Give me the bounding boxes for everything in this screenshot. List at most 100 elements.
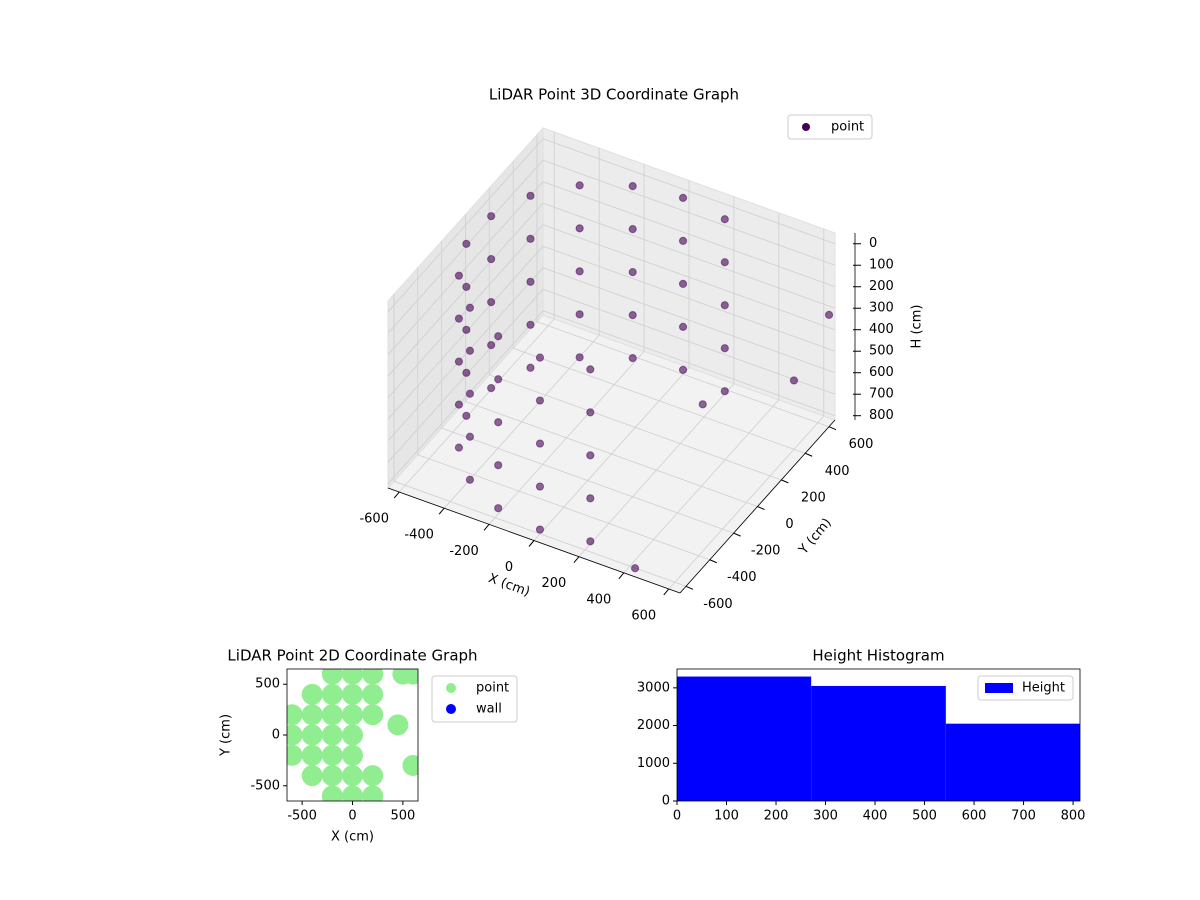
x-tick-label: 100	[714, 809, 739, 824]
tick-mark	[733, 532, 741, 537]
data-point	[586, 365, 595, 374]
data-point	[586, 408, 595, 417]
data-point	[321, 669, 343, 685]
legend-label: wall	[476, 702, 502, 717]
data-point	[321, 765, 343, 787]
x-tick-label: -400	[404, 528, 434, 543]
data-point	[720, 344, 729, 353]
z-tick-label: 500	[869, 344, 894, 359]
y-tick-label: 200	[801, 490, 826, 505]
plot-area	[287, 669, 418, 801]
x-tick-label: -500	[287, 809, 317, 824]
data-point	[789, 376, 799, 385]
data-point	[535, 396, 545, 405]
tick-mark	[781, 479, 789, 484]
tick-mark	[618, 572, 625, 580]
x-tick-label: 0	[348, 809, 356, 824]
data-point	[628, 268, 637, 277]
data-point	[362, 785, 384, 801]
data-point	[462, 282, 471, 291]
data-point	[321, 744, 343, 766]
data-point	[720, 387, 729, 396]
tick-mark	[393, 491, 400, 499]
x-tick-label: 800	[1061, 809, 1086, 824]
tick-mark	[804, 452, 813, 457]
data-point	[321, 724, 343, 746]
data-point	[342, 669, 363, 685]
data-point	[678, 193, 688, 203]
data-point	[698, 400, 707, 409]
tick-mark	[438, 507, 445, 515]
data-point	[454, 400, 464, 409]
data-point	[342, 744, 363, 766]
data-point	[362, 704, 384, 726]
x-axis-label: X (cm)	[486, 571, 532, 600]
data-point	[301, 704, 323, 726]
x-tick-label: 600	[631, 608, 656, 623]
x-tick-label: 500	[912, 809, 937, 824]
data-point	[321, 785, 343, 801]
data-point	[321, 683, 343, 705]
axis-line	[679, 419, 836, 594]
x-tick-label: 600	[962, 809, 987, 824]
data-point	[678, 279, 688, 288]
data-point	[301, 765, 323, 787]
data-point	[342, 785, 363, 801]
data-point	[301, 683, 323, 705]
data-point	[628, 310, 637, 320]
data-point	[465, 475, 475, 484]
z-tick-label: 200	[869, 279, 894, 294]
data-point	[462, 239, 471, 248]
legend-box	[787, 114, 873, 140]
data-point	[487, 341, 496, 350]
grid-line	[488, 164, 645, 525]
grid-line	[387, 224, 836, 398]
data-point	[526, 191, 535, 200]
data-point	[628, 182, 637, 191]
grid-line	[623, 212, 780, 574]
axis-line	[387, 487, 681, 594]
legend-marker	[446, 683, 456, 693]
data-point	[824, 310, 834, 319]
tick-mark	[685, 585, 694, 590]
grid-line	[488, 187, 782, 481]
data-point	[678, 365, 688, 374]
grid-line	[465, 214, 758, 507]
tick-mark	[663, 588, 670, 596]
legend-marker	[446, 704, 456, 714]
legend-marker	[802, 123, 810, 131]
data-point	[462, 325, 471, 334]
data-point	[454, 443, 464, 452]
y-tick-label: 3000	[637, 680, 670, 695]
y-tick-label: 400	[825, 464, 850, 479]
data-point	[628, 353, 637, 363]
grid-line	[443, 148, 600, 509]
legend-label: point	[831, 120, 864, 135]
legend-box	[977, 675, 1074, 701]
y-axis-label: Y (cm)	[219, 714, 234, 757]
y-tick-label: -400	[727, 570, 757, 585]
data-point	[342, 724, 363, 746]
axes-frame	[676, 668, 1081, 802]
data-point	[535, 482, 545, 491]
data-point	[526, 363, 535, 372]
z-tick-label: 400	[869, 322, 894, 337]
data-point	[465, 346, 475, 355]
legend-patch	[985, 683, 1013, 693]
data-point	[526, 234, 535, 243]
grid-line	[387, 181, 836, 355]
data-point	[487, 255, 496, 264]
x-tick-label: 200	[542, 576, 567, 591]
data-point	[462, 368, 471, 377]
data-point	[487, 298, 496, 307]
data-point	[321, 704, 343, 726]
x-tick-label: -200	[449, 544, 479, 559]
data-point	[494, 461, 503, 470]
data-point	[301, 724, 323, 746]
z-tick-label: 600	[869, 365, 894, 380]
data-point	[720, 258, 729, 267]
data-point	[402, 754, 418, 776]
x-tick-label: -600	[359, 512, 389, 527]
tick-mark	[483, 524, 490, 531]
data-point	[494, 375, 503, 384]
